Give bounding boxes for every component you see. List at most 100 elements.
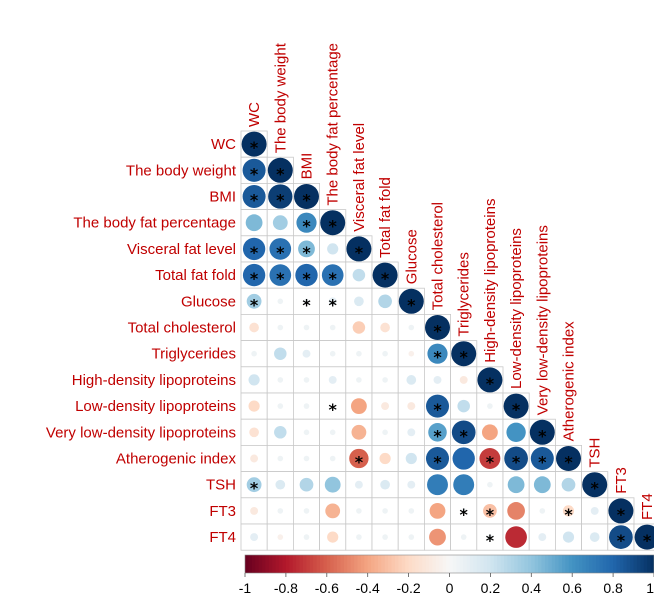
colorbar-segment bbox=[412, 555, 417, 573]
colorbar-segment bbox=[551, 555, 556, 573]
correlation-circle bbox=[246, 477, 262, 493]
correlation-circle bbox=[249, 427, 259, 438]
correlation-circle bbox=[453, 474, 475, 496]
colorbar-segment bbox=[377, 555, 382, 573]
column-label: FT3 bbox=[613, 467, 630, 494]
colorbar-segment bbox=[456, 555, 461, 573]
correlation-circle bbox=[408, 508, 415, 514]
correlation-circle bbox=[303, 324, 310, 331]
correlation-circle bbox=[295, 263, 318, 287]
colorbar-segment bbox=[306, 555, 311, 573]
correlation-circle bbox=[608, 498, 634, 524]
colorbar-segment bbox=[640, 555, 645, 573]
correlation-circle bbox=[296, 212, 317, 233]
correlation-circle bbox=[242, 184, 266, 209]
correlation-circle bbox=[582, 472, 608, 498]
colorbar-segment bbox=[381, 555, 386, 573]
correlation-circle bbox=[408, 324, 415, 331]
correlation-circle bbox=[277, 377, 284, 383]
row-label: High-density lipoproteins bbox=[72, 372, 236, 389]
significance-marker: * bbox=[302, 191, 311, 210]
correlation-circle bbox=[382, 508, 388, 514]
correlation-circle bbox=[506, 422, 526, 442]
correlation-circle bbox=[354, 296, 364, 307]
correlation-circle bbox=[356, 508, 362, 514]
correlation-circle bbox=[460, 508, 467, 514]
colorbar-segment bbox=[330, 555, 335, 573]
correlation-circle bbox=[529, 419, 555, 445]
row-label: Atherogenic index bbox=[116, 451, 237, 468]
correlation-circle bbox=[275, 479, 286, 490]
colorbar-tick-label: 0.4 bbox=[522, 580, 542, 596]
colorbar-segment bbox=[589, 555, 594, 573]
colorbar-segment bbox=[613, 555, 618, 573]
correlation-circle bbox=[356, 377, 362, 383]
correlation-circle bbox=[398, 288, 424, 314]
colorbar-segment bbox=[599, 555, 604, 573]
column-label: BMI bbox=[299, 153, 316, 180]
colorbar-segment bbox=[432, 555, 437, 573]
column-label: Triglycerides bbox=[456, 252, 473, 336]
correlation-circle bbox=[303, 508, 310, 514]
column-label: The body weight bbox=[272, 42, 289, 153]
correlation-circle bbox=[530, 446, 554, 471]
correlation-circle bbox=[429, 528, 446, 546]
correlation-circle bbox=[407, 402, 416, 411]
significance-marker: * bbox=[329, 295, 338, 314]
correlation-circle bbox=[451, 420, 476, 445]
correlation-circle bbox=[562, 505, 575, 517]
colorbar-segment bbox=[388, 555, 393, 573]
significance-marker: * bbox=[250, 269, 259, 288]
row-label: Triglycerides bbox=[152, 346, 236, 363]
row-label: Total fat fold bbox=[155, 267, 236, 284]
row-label: The body weight bbox=[126, 162, 237, 179]
correlation-circle bbox=[354, 480, 363, 489]
correlation-circle bbox=[245, 214, 263, 232]
correlation-circle bbox=[407, 428, 416, 437]
colorbar-segment bbox=[415, 555, 420, 573]
row-label: FT4 bbox=[209, 529, 236, 546]
correlation-circle bbox=[452, 447, 475, 470]
colorbar-segment bbox=[285, 555, 290, 573]
correlation-circle bbox=[538, 533, 547, 542]
colorbar-segment bbox=[398, 555, 403, 573]
colorbar-tick-label: 1 bbox=[646, 580, 654, 596]
significance-marker: * bbox=[302, 243, 311, 262]
correlation-circle bbox=[242, 158, 266, 182]
correlation-circle bbox=[406, 375, 417, 385]
correlation-circle bbox=[302, 349, 311, 358]
row-label: The body fat percentage bbox=[73, 215, 236, 232]
correlation-circle bbox=[427, 343, 448, 364]
colorbar-segment bbox=[265, 555, 270, 573]
correlation-circle bbox=[321, 264, 344, 286]
correlation-circle bbox=[590, 506, 599, 515]
significance-marker: * bbox=[250, 295, 259, 314]
significance-marker: * bbox=[329, 400, 338, 419]
colorbar-segment bbox=[446, 555, 451, 573]
colorbar-segment bbox=[364, 555, 369, 573]
correlation-circle bbox=[507, 502, 525, 520]
colorbar-segment bbox=[544, 555, 549, 573]
significance-marker: * bbox=[433, 426, 442, 445]
colorbar-segment bbox=[354, 555, 359, 573]
colorbar-segment bbox=[323, 555, 328, 573]
correlation-circle bbox=[324, 476, 341, 493]
correlation-circle bbox=[481, 424, 498, 441]
correlation-circle bbox=[328, 375, 337, 384]
colorbar-segment bbox=[449, 555, 454, 573]
correlation-circle bbox=[250, 506, 259, 515]
colorbar-segment bbox=[289, 555, 294, 573]
colorbar-segment bbox=[643, 555, 648, 573]
colorbar-segment bbox=[558, 555, 563, 573]
column-label: Total cholesterol bbox=[430, 202, 447, 310]
correlation-circle bbox=[425, 315, 450, 340]
colorbar-segment bbox=[510, 555, 515, 573]
correlation-circle bbox=[350, 398, 367, 415]
correlation-circle bbox=[479, 448, 501, 469]
colorbar-segment bbox=[452, 555, 457, 573]
correlation-circle bbox=[269, 264, 292, 286]
significance-marker: * bbox=[250, 243, 259, 262]
colorbar-segment bbox=[296, 555, 301, 573]
colorbar-segment bbox=[425, 555, 430, 573]
correlation-circle bbox=[242, 237, 266, 261]
